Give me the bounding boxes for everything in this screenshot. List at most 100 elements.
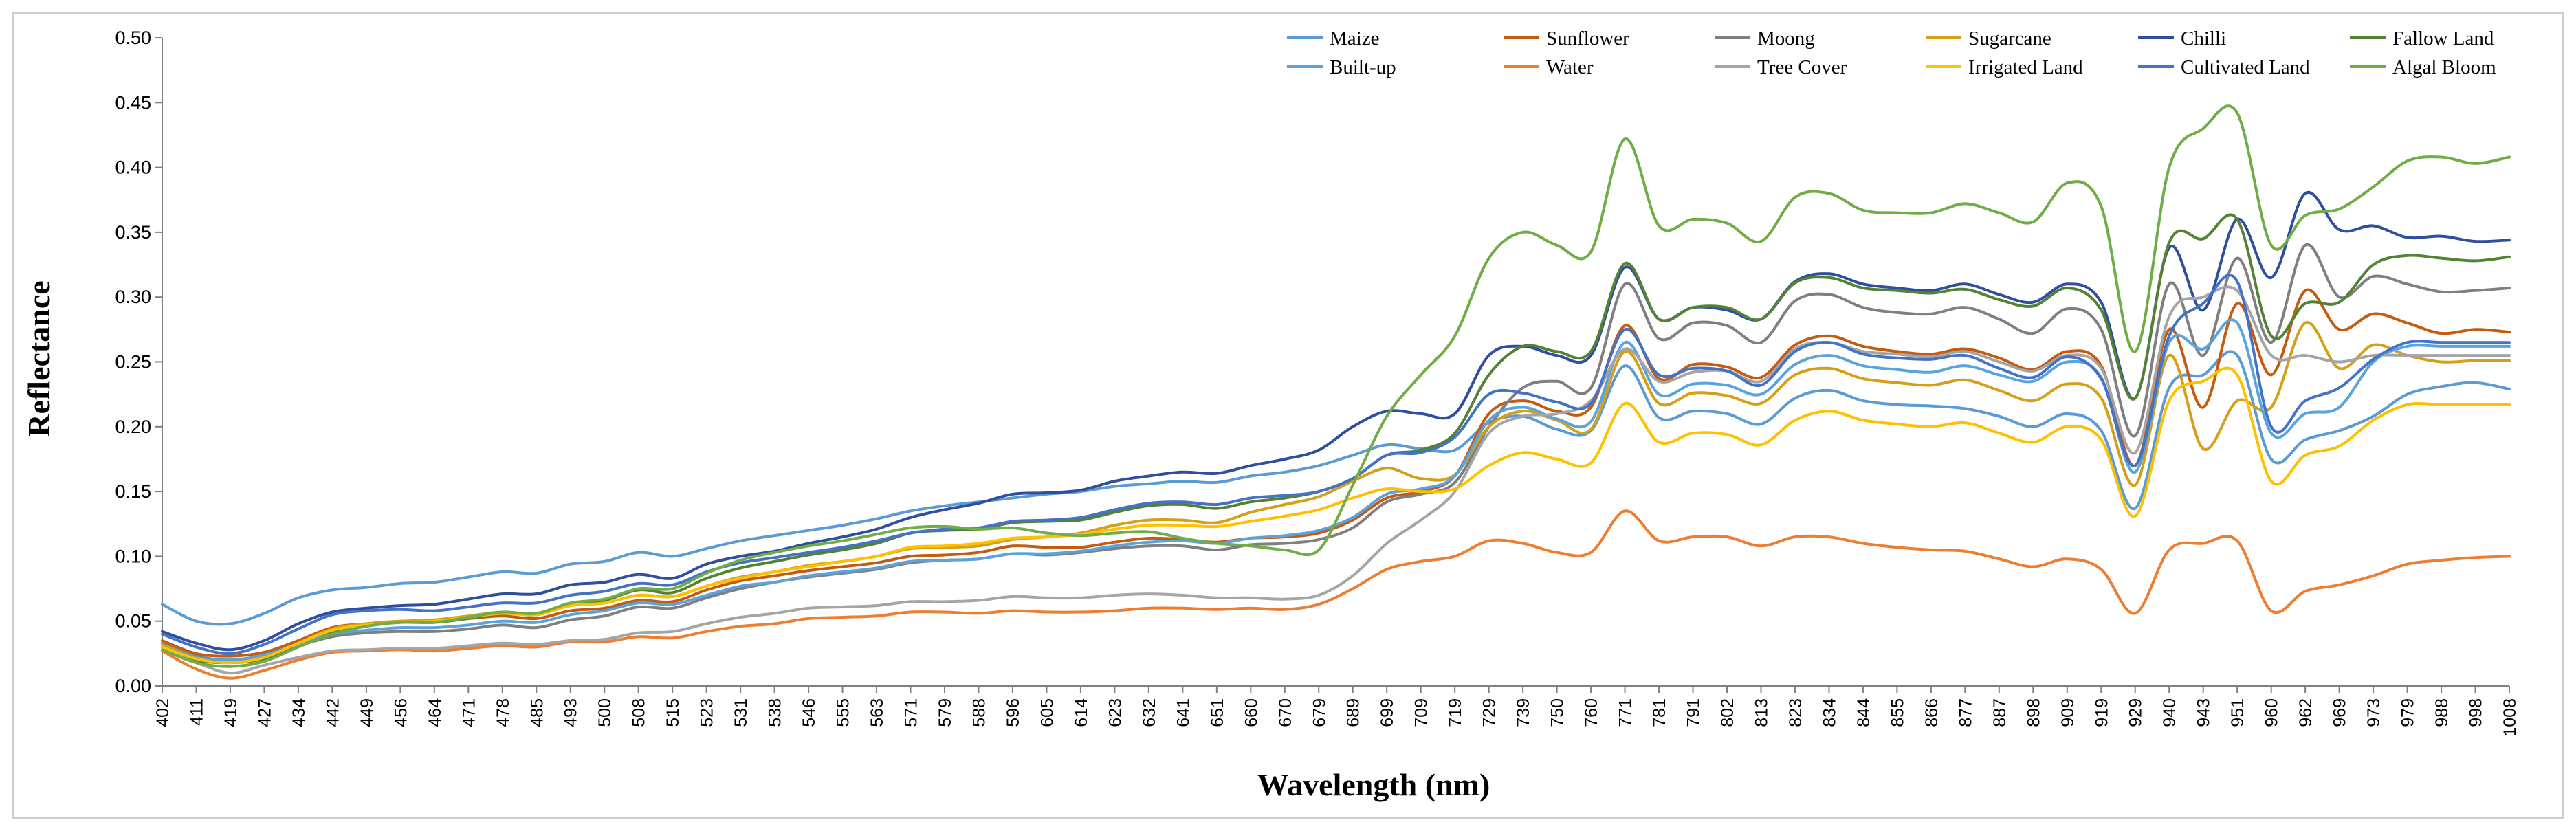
x-tick-label: 442 (323, 698, 342, 727)
x-tick-label: 464 (426, 698, 445, 727)
x-tick-label: 579 (936, 698, 955, 727)
series-line-sunflower (161, 288, 2511, 658)
x-axis: 402 411 419 427 434 442 449 456 464 471 478 485 493 5… (153, 685, 2520, 737)
y-tick-label: 0.30 (115, 287, 151, 307)
legend-label-algal-bloom: Algal Bloom (2392, 56, 2496, 78)
x-tick-label: 632 (1140, 698, 1159, 727)
x-tick-label: 951 (2228, 698, 2247, 727)
x-tick-label: 771 (1616, 698, 1636, 727)
y-tick-label: 0.45 (115, 92, 151, 113)
x-tick-label: 699 (1378, 698, 1397, 727)
x-tick-label: 689 (1344, 698, 1363, 727)
x-tick-label: 973 (2364, 698, 2384, 727)
x-tick-label: 493 (562, 698, 581, 727)
x-tick-label: 456 (391, 698, 410, 727)
x-tick-label: 500 (595, 698, 615, 727)
x-tick-label: 919 (2092, 698, 2111, 727)
x-tick-label: 781 (1650, 698, 1669, 727)
legend-label-cultivated-land: Cultivated Land (2181, 56, 2310, 78)
x-tick-label: 588 (969, 698, 989, 727)
y-tick-label: 0.15 (115, 481, 151, 502)
chart-frame (12, 12, 2564, 819)
series-line-water (161, 509, 2511, 680)
legend-label-built-up: Built-up (1330, 56, 1396, 78)
legend-label-sunflower: Sunflower (1546, 27, 1629, 49)
series-line-chilli (161, 190, 2511, 652)
x-tick-label: 427 (255, 698, 274, 727)
x-tick-label: 709 (1412, 698, 1431, 727)
x-tick-label: 411 (187, 698, 206, 726)
x-tick-label: 596 (1004, 698, 1023, 727)
x-tick-label: 660 (1242, 698, 1261, 727)
x-tick-label: 641 (1174, 698, 1193, 727)
series-line-maize (161, 350, 2511, 626)
x-tick-label: 449 (357, 698, 377, 727)
series-line-cultivated-land (161, 274, 2511, 655)
x-tick-label: 960 (2263, 698, 2282, 727)
x-tick-label: 979 (2399, 698, 2418, 727)
y-tick-label: 0.25 (115, 352, 151, 373)
x-tick-label: 419 (221, 698, 241, 727)
x-tick-label: 485 (527, 698, 547, 727)
y-axis: 0.00 0.05 0.10 0.15 0.20 0.25 0.30 0.35 0.40 0.45… (115, 27, 163, 696)
x-tick-label: 729 (1480, 698, 1499, 727)
x-tick-label: 523 (698, 698, 717, 727)
legend-label-chilli: Chilli (2181, 27, 2226, 49)
series-line-algal-bloom (161, 104, 2511, 668)
x-tick-label: 402 (153, 698, 173, 727)
legend: Maize Sunflower Moong Sugarcane Chilli Fallow… (1287, 27, 2496, 78)
x-tick-label: 434 (289, 698, 309, 727)
x-tick-label: 679 (1310, 698, 1329, 727)
x-axis-title: Wavelength (nm) (1257, 767, 1490, 802)
x-tick-label: 670 (1276, 698, 1295, 727)
x-tick-label: 605 (1037, 698, 1057, 727)
x-tick-label: 943 (2194, 698, 2214, 727)
x-tick-label: 750 (1548, 698, 1567, 727)
y-tick-label: 0.05 (115, 611, 151, 632)
legend-label-maize: Maize (1330, 27, 1379, 49)
legend-label-fallow-land: Fallow Land (2392, 27, 2494, 49)
x-tick-label: 531 (731, 698, 751, 727)
y-axis-title: Reflectance (21, 280, 56, 436)
legend-label-irrigated-land: Irrigated Land (1968, 56, 2083, 78)
x-tick-label: 571 (902, 698, 921, 727)
y-tick-label: 0.35 (115, 222, 151, 243)
x-tick-label: 988 (2432, 698, 2452, 727)
x-tick-label: 802 (1718, 698, 1737, 727)
x-tick-label: 940 (2160, 698, 2179, 727)
x-tick-label: 855 (1888, 698, 1907, 727)
x-tick-label: 739 (1514, 698, 1533, 727)
x-tick-label: 538 (766, 698, 785, 727)
y-tick-label: 0.00 (115, 676, 151, 696)
x-tick-label: 998 (2467, 698, 2486, 727)
x-tick-label: 969 (2331, 698, 2350, 727)
y-tick-label: 0.10 (115, 546, 151, 566)
x-tick-label: 1008 (2500, 698, 2520, 737)
series-line-tree-cover (161, 285, 2511, 675)
x-tick-label: 478 (494, 698, 513, 727)
series-line-irrigated-land (161, 366, 2511, 665)
x-tick-label: 719 (1446, 698, 1465, 727)
x-tick-label: 962 (2296, 698, 2315, 727)
y-tick-label: 0.20 (115, 417, 151, 437)
legend-label-sugarcane: Sugarcane (1968, 27, 2051, 49)
x-tick-label: 651 (1208, 698, 1227, 727)
x-tick-label: 563 (868, 698, 887, 727)
x-tick-label: 877 (1956, 698, 1975, 727)
x-tick-label: 546 (800, 698, 819, 727)
x-tick-label: 508 (630, 698, 649, 727)
x-tick-label: 760 (1582, 698, 1601, 727)
x-tick-label: 898 (2024, 698, 2043, 727)
x-tick-label: 555 (834, 698, 853, 727)
legend-label-water: Water (1546, 56, 1594, 78)
x-tick-label: 887 (1990, 698, 2010, 727)
y-tick-label: 0.40 (115, 157, 151, 178)
x-tick-label: 844 (1854, 698, 1873, 727)
series-layer (161, 104, 2511, 680)
x-tick-label: 929 (2126, 698, 2146, 727)
x-tick-label: 813 (1752, 698, 1771, 727)
x-tick-label: 866 (1922, 698, 1941, 727)
y-tick-label: 0.50 (115, 27, 151, 48)
x-tick-label: 834 (1820, 698, 1839, 727)
